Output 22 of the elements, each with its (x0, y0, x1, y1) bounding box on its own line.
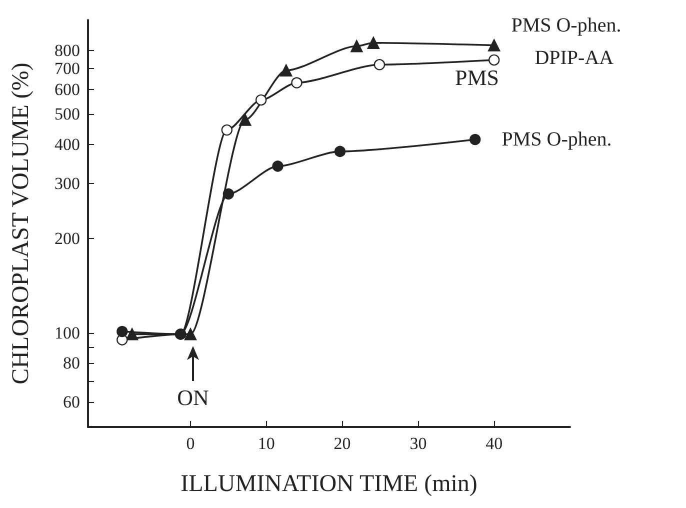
x-tick-label: 20 (334, 434, 351, 453)
y-tick-label: 100 (54, 323, 80, 342)
series-label: PMS O-phen. (502, 128, 612, 150)
y-tick-label: 80 (63, 354, 80, 373)
series-label: PMS O-phen. (511, 14, 622, 36)
y-axis-title: CHLOROPLAST VOLUME (%) (8, 62, 34, 384)
x-tick-label: 0 (186, 434, 195, 453)
y-tick-label: 700 (54, 58, 80, 78)
x-tick-label: 30 (410, 434, 427, 453)
y-tick-label: 800 (54, 40, 80, 60)
series-label: DPIP-AA (534, 46, 614, 69)
annotation: ON (177, 385, 209, 411)
annotation: PMS (454, 65, 500, 91)
x-tick-label: 10 (258, 434, 275, 453)
y-tick-label: 400 (54, 134, 80, 154)
y-tick-label: 600 (54, 80, 80, 99)
x-tick-label: 40 (486, 434, 503, 453)
x-axis-title: ILLUMINATION TIME (min) (180, 471, 478, 497)
y-tick-label: 200 (54, 229, 80, 248)
y-tick-label: 60 (63, 392, 80, 412)
y-tick-label: 500 (54, 104, 80, 124)
y-tick-label: 300 (54, 174, 80, 194)
